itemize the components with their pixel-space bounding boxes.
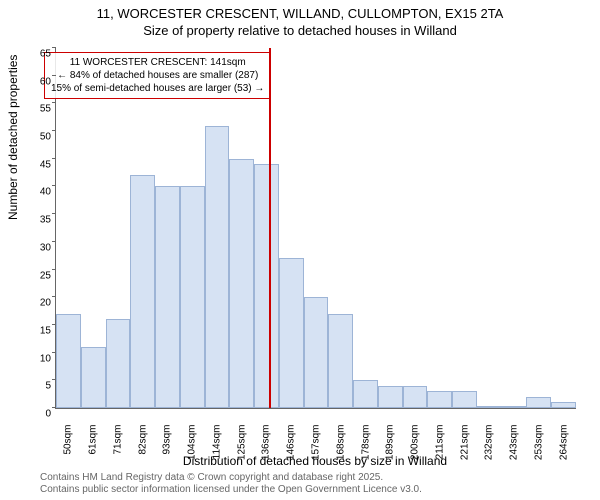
y-tick: 30	[26, 242, 51, 253]
footer-line1: Contains HM Land Registry data © Crown c…	[40, 472, 422, 484]
y-axis-label: Number of detached properties	[6, 55, 20, 220]
y-tick: 0	[26, 409, 51, 420]
title-line1: 11, WORCESTER CRESCENT, WILLAND, CULLOMP…	[0, 6, 600, 23]
histogram-bar	[155, 186, 180, 408]
footer-line2: Contains public sector information licen…	[40, 484, 422, 496]
footer: Contains HM Land Registry data © Crown c…	[40, 472, 422, 496]
histogram-bar	[130, 175, 155, 408]
histogram-bar	[106, 319, 131, 408]
y-tick: 35	[26, 215, 51, 226]
y-tick: 5	[26, 381, 51, 392]
histogram-bar	[551, 402, 576, 408]
y-tick: 45	[26, 159, 51, 170]
histogram-bar	[477, 406, 502, 408]
y-tick: 55	[26, 104, 51, 115]
histogram-bar	[205, 126, 230, 408]
histogram-bar	[502, 406, 527, 408]
y-tick: 15	[26, 325, 51, 336]
histogram-bar	[526, 397, 551, 408]
annotation-line3: 15% of semi-detached houses are larger (…	[51, 82, 264, 95]
chart-title: 11, WORCESTER CRESCENT, WILLAND, CULLOMP…	[0, 0, 600, 40]
annotation-line2: ← 84% of detached houses are smaller (28…	[51, 69, 264, 82]
histogram-bar	[452, 391, 477, 408]
plot-area: 11 WORCESTER CRESCENT: 141sqm ← 84% of d…	[55, 48, 576, 409]
title-line2: Size of property relative to detached ho…	[0, 23, 600, 40]
histogram-bar	[353, 380, 378, 408]
histogram-bar	[81, 347, 106, 408]
y-tick: 65	[26, 49, 51, 60]
histogram-bar	[229, 159, 254, 408]
y-tick: 25	[26, 270, 51, 281]
histogram-bar	[56, 314, 81, 408]
reference-line	[269, 48, 271, 408]
histogram-bar	[279, 258, 304, 408]
histogram-bar	[403, 386, 428, 408]
y-tick: 40	[26, 187, 51, 198]
y-tick: 20	[26, 298, 51, 309]
histogram-bar	[254, 164, 279, 408]
y-tick: 60	[26, 76, 51, 87]
y-tick: 10	[26, 353, 51, 364]
chart-container: 11, WORCESTER CRESCENT, WILLAND, CULLOMP…	[0, 0, 600, 500]
annotation-box: 11 WORCESTER CRESCENT: 141sqm ← 84% of d…	[44, 52, 271, 99]
histogram-bar	[328, 314, 353, 408]
annotation-line1: 11 WORCESTER CRESCENT: 141sqm	[51, 56, 264, 69]
x-axis-label: Distribution of detached houses by size …	[55, 454, 575, 468]
histogram-bar	[180, 186, 205, 408]
histogram-bar	[304, 297, 329, 408]
histogram-bar	[378, 386, 403, 408]
histogram-bar	[427, 391, 452, 408]
y-tick: 50	[26, 132, 51, 143]
